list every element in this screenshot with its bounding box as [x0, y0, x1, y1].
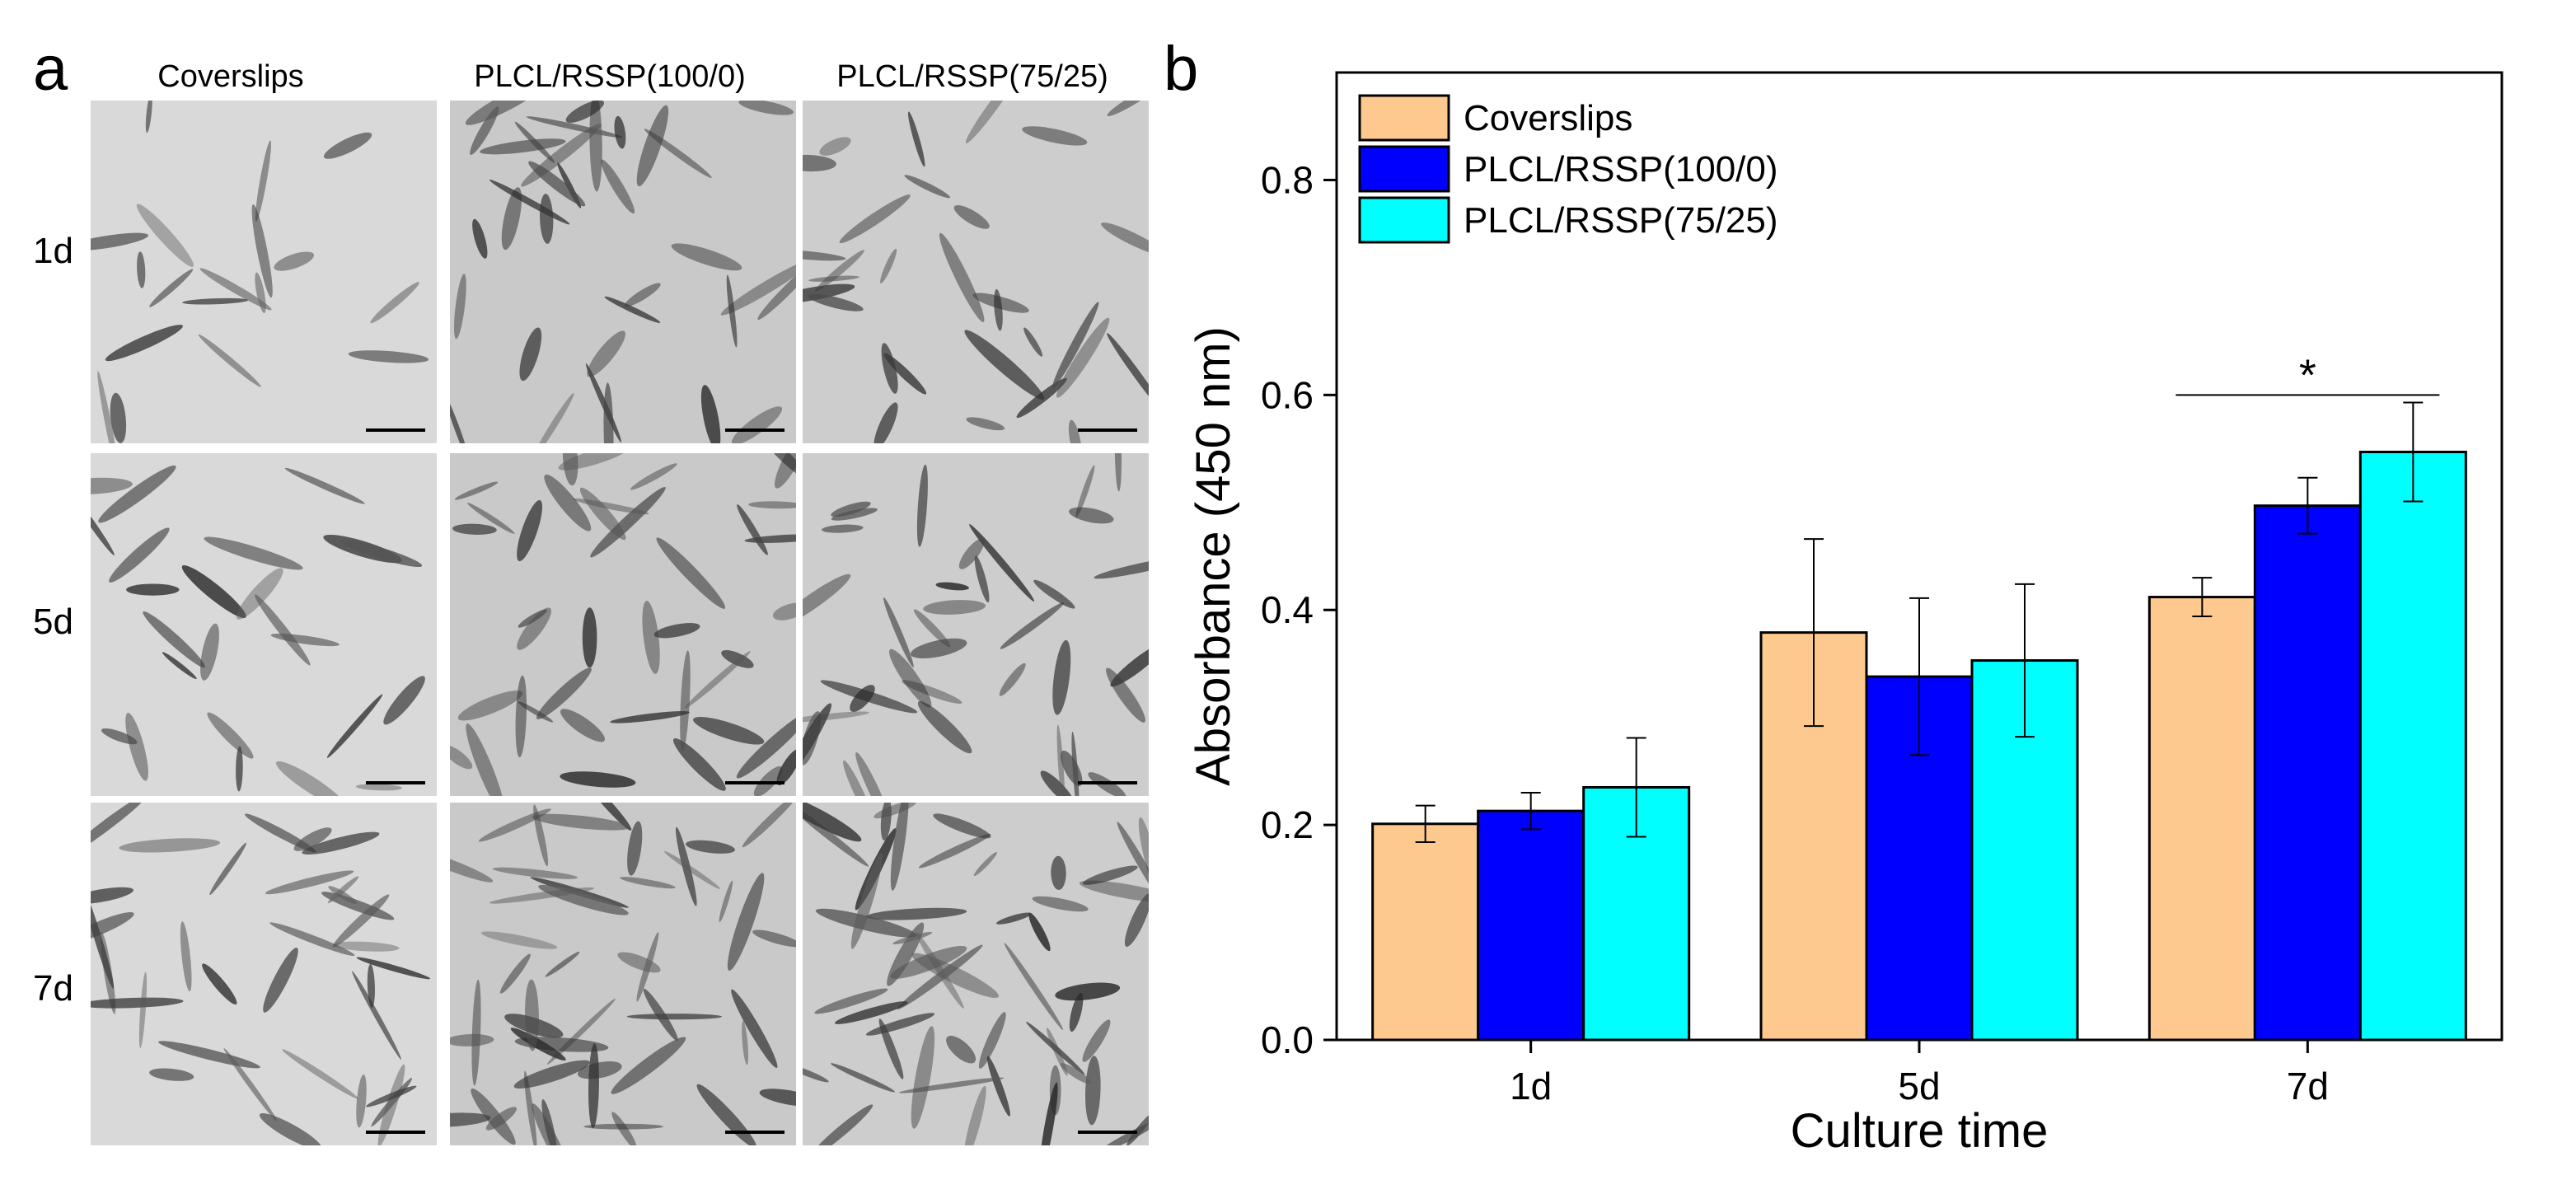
micrograph-7d-0 — [91, 803, 437, 1145]
column-label-plcl-100-0: PLCL/RSSP(100/0) — [474, 59, 746, 94]
panel-a-label: a — [33, 34, 68, 104]
scale-bar — [366, 1131, 425, 1134]
legend-label: PLCL/RSSP(75/25) — [1464, 200, 1778, 241]
bar — [2147, 596, 2256, 1042]
row-label-7d: 7d — [33, 968, 73, 1009]
scale-bar — [1078, 1131, 1137, 1134]
micrograph-5d-2 — [803, 453, 1149, 796]
scale-bar — [725, 1131, 785, 1134]
micrograph-1d-1 — [450, 101, 796, 443]
x-tick-label: 5d — [1898, 1065, 1940, 1107]
scale-bar — [725, 428, 785, 432]
y-tick-label: 0.2 — [1261, 803, 1314, 846]
scale-bar — [1078, 781, 1137, 784]
x-tick-label: 7d — [2287, 1065, 2329, 1107]
micrograph-7d-1 — [450, 803, 796, 1145]
panel-b-label: b — [1164, 34, 1199, 104]
micrograph-1d-2 — [803, 101, 1149, 443]
scale-bar — [725, 781, 785, 784]
y-tick-label: 0.8 — [1261, 158, 1314, 201]
y-axis-title: Absorbance (450 nm) — [1187, 326, 1240, 786]
bar — [1970, 659, 2079, 1042]
row-label-1d: 1d — [33, 231, 73, 271]
micrograph-5d-0 — [91, 453, 437, 796]
micrograph-5d-1 — [450, 453, 796, 796]
bar — [2253, 504, 2362, 1042]
legend-swatch — [1358, 145, 1450, 193]
legend-swatch — [1358, 196, 1450, 244]
legend-label: PLCL/RSSP(100/0) — [1464, 149, 1778, 190]
micrograph-1d-0 — [91, 101, 437, 443]
micrograph-7d-2 — [803, 803, 1149, 1145]
bar — [1371, 822, 1480, 1042]
bar — [2358, 450, 2467, 1042]
x-tick-label: 1d — [1510, 1065, 1552, 1107]
scale-bar — [366, 781, 425, 784]
legend-label: Coverslips — [1464, 98, 1632, 138]
x-axis-title: Culture time — [1791, 1104, 2049, 1158]
row-label-5d: 5d — [33, 602, 73, 642]
column-label-coverslips: Coverslips — [157, 59, 304, 94]
bar — [1477, 809, 1585, 1042]
legend-swatch — [1358, 94, 1450, 142]
y-tick-label: 0.0 — [1261, 1018, 1314, 1061]
significance-star: * — [2299, 350, 2316, 400]
column-label-plcl-75-25: PLCL/RSSP(75/25) — [836, 59, 1108, 94]
y-tick-label: 0.4 — [1261, 588, 1314, 631]
scale-bar — [366, 428, 425, 432]
y-tick-label: 0.6 — [1261, 373, 1314, 416]
scale-bar — [1078, 428, 1137, 432]
bar-chart: 0.0 0.2 0.4 0.6 0.8 1d 5d 7d * Culture time Absorb… — [1187, 71, 2503, 1158]
